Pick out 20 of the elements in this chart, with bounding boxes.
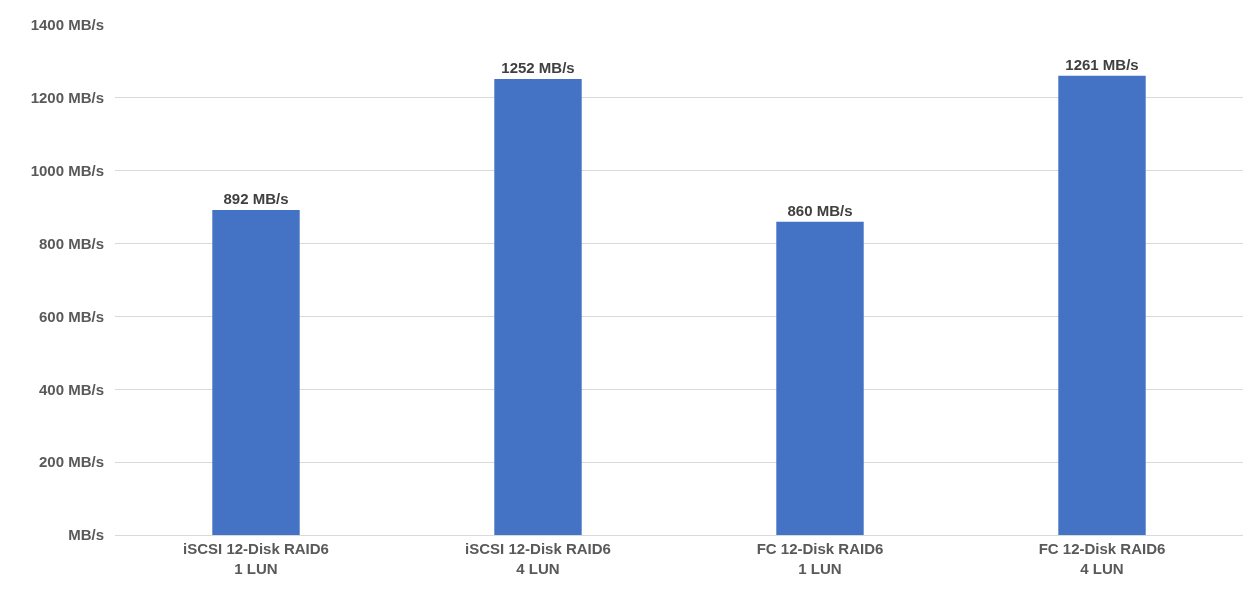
data-label: 1252 MB/s — [501, 58, 575, 76]
y-tick-label: 600 MB/s — [38, 307, 104, 325]
x-tick-label: iSCSI 12-Disk RAID6 4 LUN — [465, 540, 611, 577]
data-label: 1261 MB/s — [1065, 55, 1139, 73]
x-tick-label: FC 12-Disk RAID6 4 LUN — [1038, 540, 1166, 577]
bar — [494, 78, 582, 535]
bar — [1058, 75, 1146, 535]
y-tick-label: 800 MB/s — [38, 234, 104, 252]
y-tick-label: 1200 MB/s — [30, 89, 104, 107]
data-label: 892 MB/s — [223, 190, 289, 208]
y-tick-label: 1400 MB/s — [30, 16, 104, 34]
y-tick-label: 400 MB/s — [38, 380, 104, 398]
y-tick-label: MB/s — [68, 526, 104, 544]
bar — [776, 221, 864, 535]
x-tick-label: iSCSI 12-Disk RAID6 1 LUN — [183, 540, 329, 577]
x-tick-label: FC 12-Disk RAID6 1 LUN — [756, 540, 884, 577]
bar — [212, 210, 300, 535]
data-label: 860 MB/s — [787, 201, 853, 219]
y-tick-label: 200 MB/s — [38, 453, 104, 471]
y-tick-label: 1000 MB/s — [30, 161, 104, 179]
